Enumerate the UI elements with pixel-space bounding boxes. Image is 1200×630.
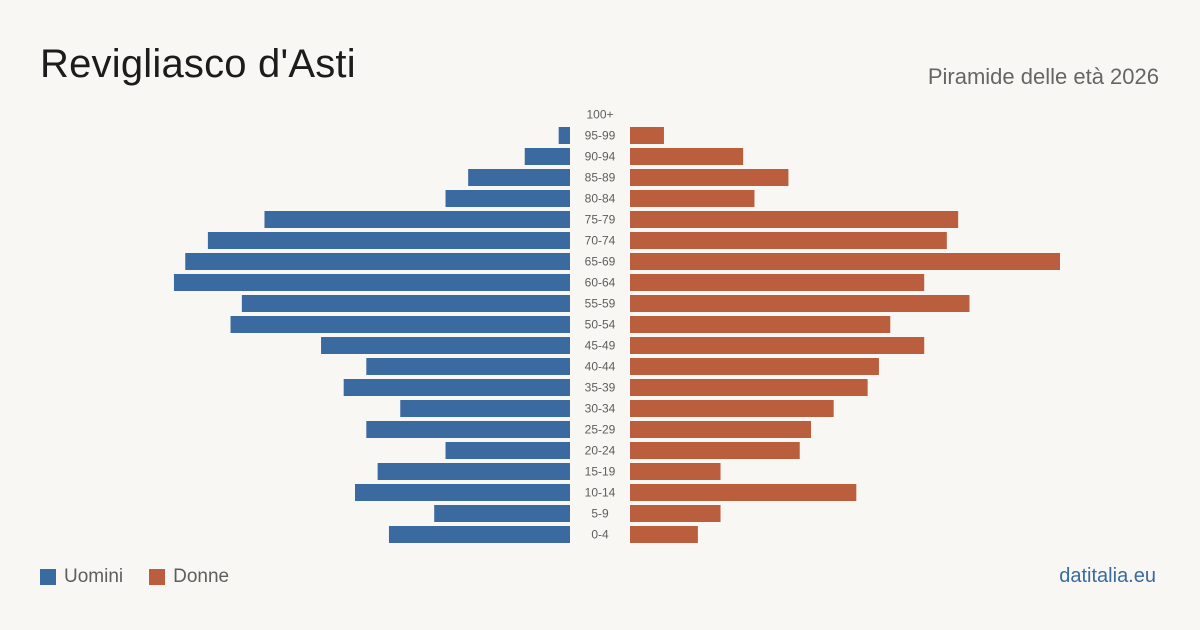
age-label: 75-79 [585,213,616,227]
bar-female-65-69 [630,253,1060,270]
bar-male-5-9 [434,505,570,522]
bar-male-45-49 [321,337,570,354]
age-label: 5-9 [591,507,609,521]
bar-male-50-54 [230,316,571,333]
age-label: 65-69 [585,255,616,269]
bar-female-5-9 [630,505,721,522]
age-label: 90-94 [585,150,616,164]
bar-female-0-4 [630,526,698,543]
legend-swatch-male [40,569,56,585]
bar-female-40-44 [630,358,879,375]
legend-item-female: Donne [149,566,229,588]
bar-female-10-14 [630,484,857,501]
bar-male-95-99 [558,127,570,144]
bar-female-15-19 [630,463,721,480]
age-label: 20-24 [585,444,616,458]
age-label: 30-34 [585,402,616,416]
bar-female-35-39 [630,379,868,396]
age-label: 100+ [586,108,613,122]
bar-female-95-99 [630,127,664,144]
bar-female-25-29 [630,421,812,438]
age-label: 40-44 [585,360,616,374]
bar-male-90-94 [524,148,570,165]
legend-item-male: Uomini [40,566,123,588]
bar-female-80-84 [630,190,755,207]
age-label: 35-39 [585,381,616,395]
bar-female-55-59 [630,295,970,312]
bar-female-70-74 [630,232,947,249]
age-label: 15-19 [585,465,616,479]
age-label: 55-59 [585,297,616,311]
age-label: 85-89 [585,171,616,185]
legend-label-male: Uomini [64,566,124,587]
page-title: Revigliasco d'Asti [40,42,356,86]
bar-female-30-34 [630,400,834,417]
bar-male-70-74 [207,232,571,249]
bar-female-45-49 [630,337,925,354]
age-label: 60-64 [585,276,616,290]
bar-male-65-69 [185,253,570,270]
bar-female-85-89 [630,169,789,186]
bar-female-60-64 [630,274,925,291]
age-label: 25-29 [585,423,616,437]
bar-male-10-14 [355,484,570,501]
bar-female-75-79 [630,211,959,228]
bar-male-0-4 [388,526,570,543]
age-label: 50-54 [585,318,616,332]
bar-male-75-79 [264,211,570,228]
age-label: 95-99 [585,129,616,143]
chart-legend: Uomini Donne [40,566,255,588]
age-label: 0-4 [591,528,609,542]
chart-subtitle: Piramide delle età 2026 [927,64,1159,89]
bar-male-55-59 [241,295,570,312]
bar-male-15-19 [377,463,570,480]
bar-female-90-94 [630,148,744,165]
bar-male-30-34 [400,400,570,417]
bar-male-80-84 [445,190,570,207]
bar-male-40-44 [366,358,570,375]
legend-label-female: Donne [173,566,230,587]
bar-female-20-24 [630,442,800,459]
age-label: 10-14 [585,486,616,500]
bar-male-25-29 [366,421,570,438]
bar-male-35-39 [343,379,570,396]
age-label: 70-74 [585,234,616,248]
legend-swatch-female [149,569,166,585]
bar-male-60-64 [173,274,570,291]
age-label: 45-49 [585,339,616,353]
bar-male-20-24 [445,442,570,459]
brand-link[interactable]: datitalia.eu [1059,565,1156,587]
bar-male-85-89 [468,169,570,186]
age-label: 80-84 [585,192,616,206]
bar-female-50-54 [630,316,891,333]
